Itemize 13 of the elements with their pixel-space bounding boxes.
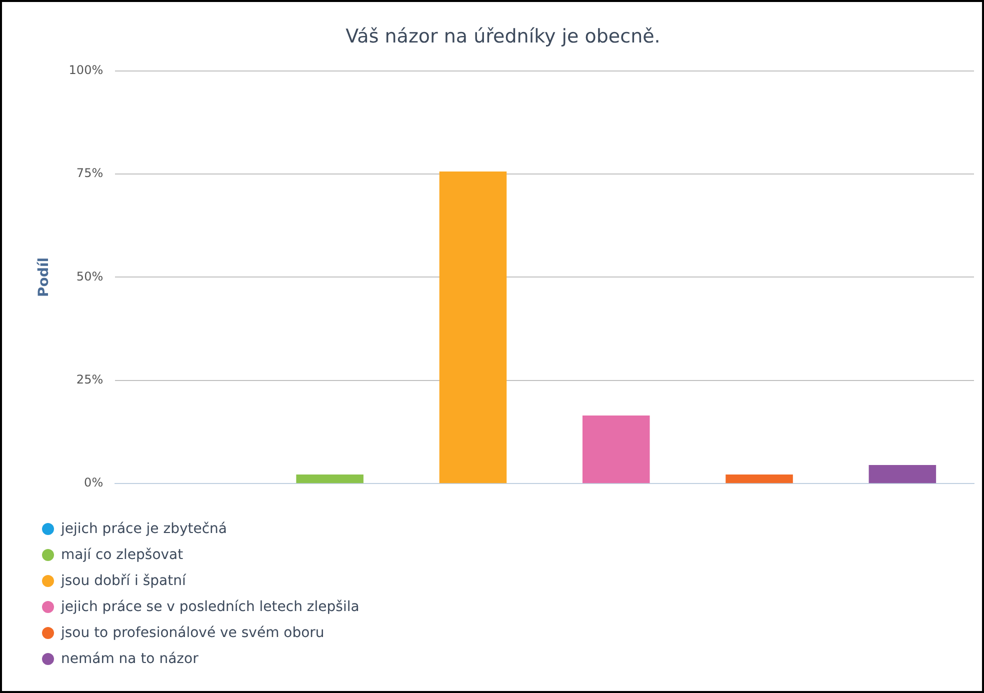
legend-label: nemám na to názor bbox=[61, 651, 198, 667]
legend-label: jsou to profesionálové ve svém oboru bbox=[61, 625, 324, 641]
legend-label: mají co zlepšovat bbox=[61, 547, 184, 563]
y-tick-label: 25% bbox=[76, 372, 104, 387]
y-tick-label: 75% bbox=[76, 166, 104, 180]
y-tick-label: 100% bbox=[68, 62, 104, 77]
y-tick-label: 50% bbox=[76, 269, 104, 284]
chart-title: Váš názor na úředníky je obecně. bbox=[346, 25, 660, 48]
legend-label: jsou dobří i špatní bbox=[61, 573, 186, 589]
legend-label: jejich práce se v posledních letech zlepšila bbox=[61, 599, 360, 615]
y-tick-label: 0% bbox=[84, 476, 104, 490]
legend-label: jejich práce je zbytečná bbox=[61, 521, 228, 537]
y-axis-title: Podíl bbox=[36, 257, 52, 297]
